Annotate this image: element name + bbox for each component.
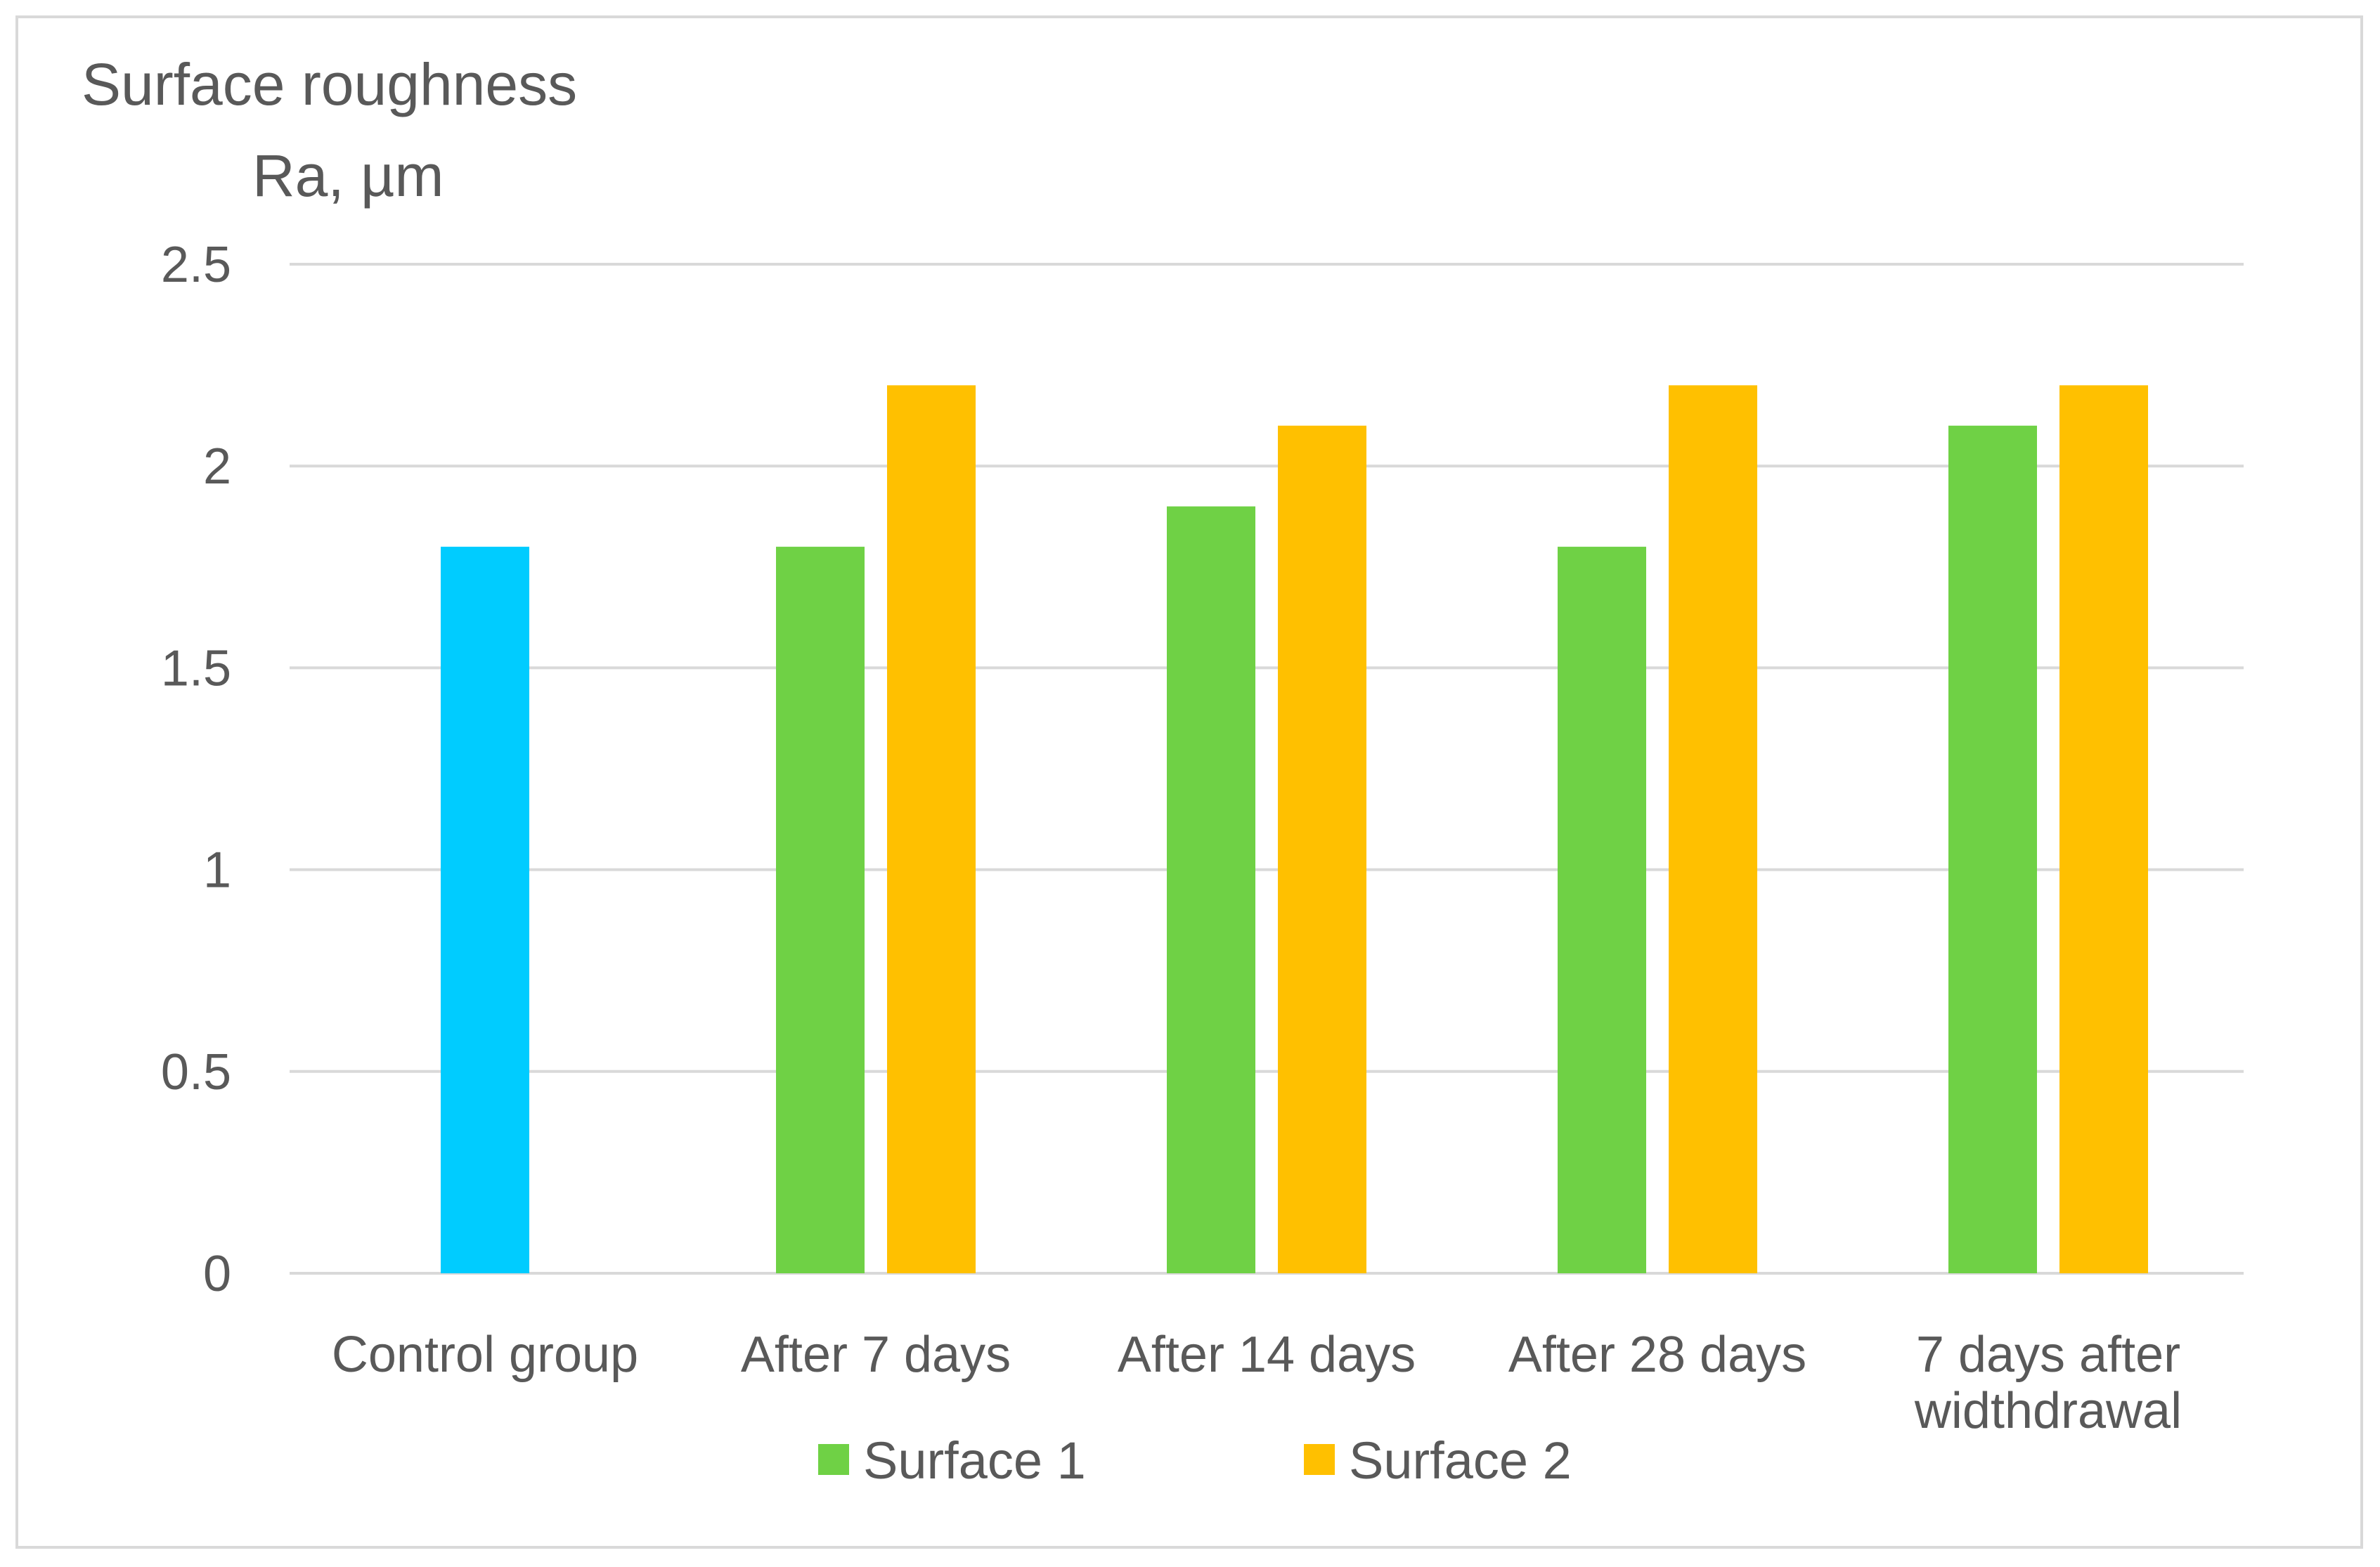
legend-label-surface-1: Surface 1 [863, 1431, 1086, 1490]
x-category-label: After 7 days [741, 1327, 1011, 1383]
bar-surface-2 [2059, 385, 2148, 1273]
y-axis-ticks: 0 0.5 1 1.5 2 2.5 [161, 237, 231, 1302]
y-tick-label: 0 [203, 1246, 231, 1302]
x-category-label: After 14 days [1118, 1327, 1416, 1383]
y-axis-label-line-2: Ra, µm [252, 143, 444, 209]
gridlines [290, 263, 2244, 1275]
bar-surface-2 [1669, 385, 1757, 1273]
y-tick-label: 1.5 [161, 640, 231, 696]
bar-chart: 0 0.5 1 1.5 2 2.5 Surface roughness Ra, µm Co… [82, 51, 2244, 1490]
y-tick-label: 0.5 [161, 1044, 231, 1100]
x-category-label: Control group [332, 1327, 638, 1383]
legend-swatch-surface-2 [1304, 1444, 1335, 1475]
legend-swatch-surface-1 [818, 1444, 849, 1475]
bar-surface-1 [776, 547, 865, 1273]
x-category-label: After 28 days [1508, 1327, 1806, 1383]
legend: Surface 1 Surface 2 [818, 1431, 1572, 1490]
y-axis-label-line-1: Surface roughness [82, 51, 577, 117]
y-axis-label: Surface roughness Ra, µm [82, 51, 577, 209]
y-tick-label: 1 [203, 843, 231, 899]
bars [441, 385, 2148, 1273]
chart-frame: 0 0.5 1 1.5 2 2.5 Surface roughness Ra, µm Co… [15, 15, 2363, 1549]
bar-surface-1 [1167, 506, 1255, 1273]
bar-surface-1 [1558, 547, 1646, 1273]
y-tick-label: 2 [203, 438, 231, 495]
legend-label-surface-2: Surface 2 [1349, 1431, 1572, 1490]
bar-surface-1 [1948, 425, 2037, 1273]
bar-surface-2 [887, 385, 976, 1273]
bar-control-group [441, 547, 529, 1273]
bar-surface-2 [1278, 425, 1366, 1273]
y-tick-label: 2.5 [161, 237, 231, 293]
x-category-label: 7 days after widthdrawal [1914, 1327, 2182, 1439]
x-axis-categories: Control group After 7 days After 14 days Af… [332, 1327, 2182, 1439]
